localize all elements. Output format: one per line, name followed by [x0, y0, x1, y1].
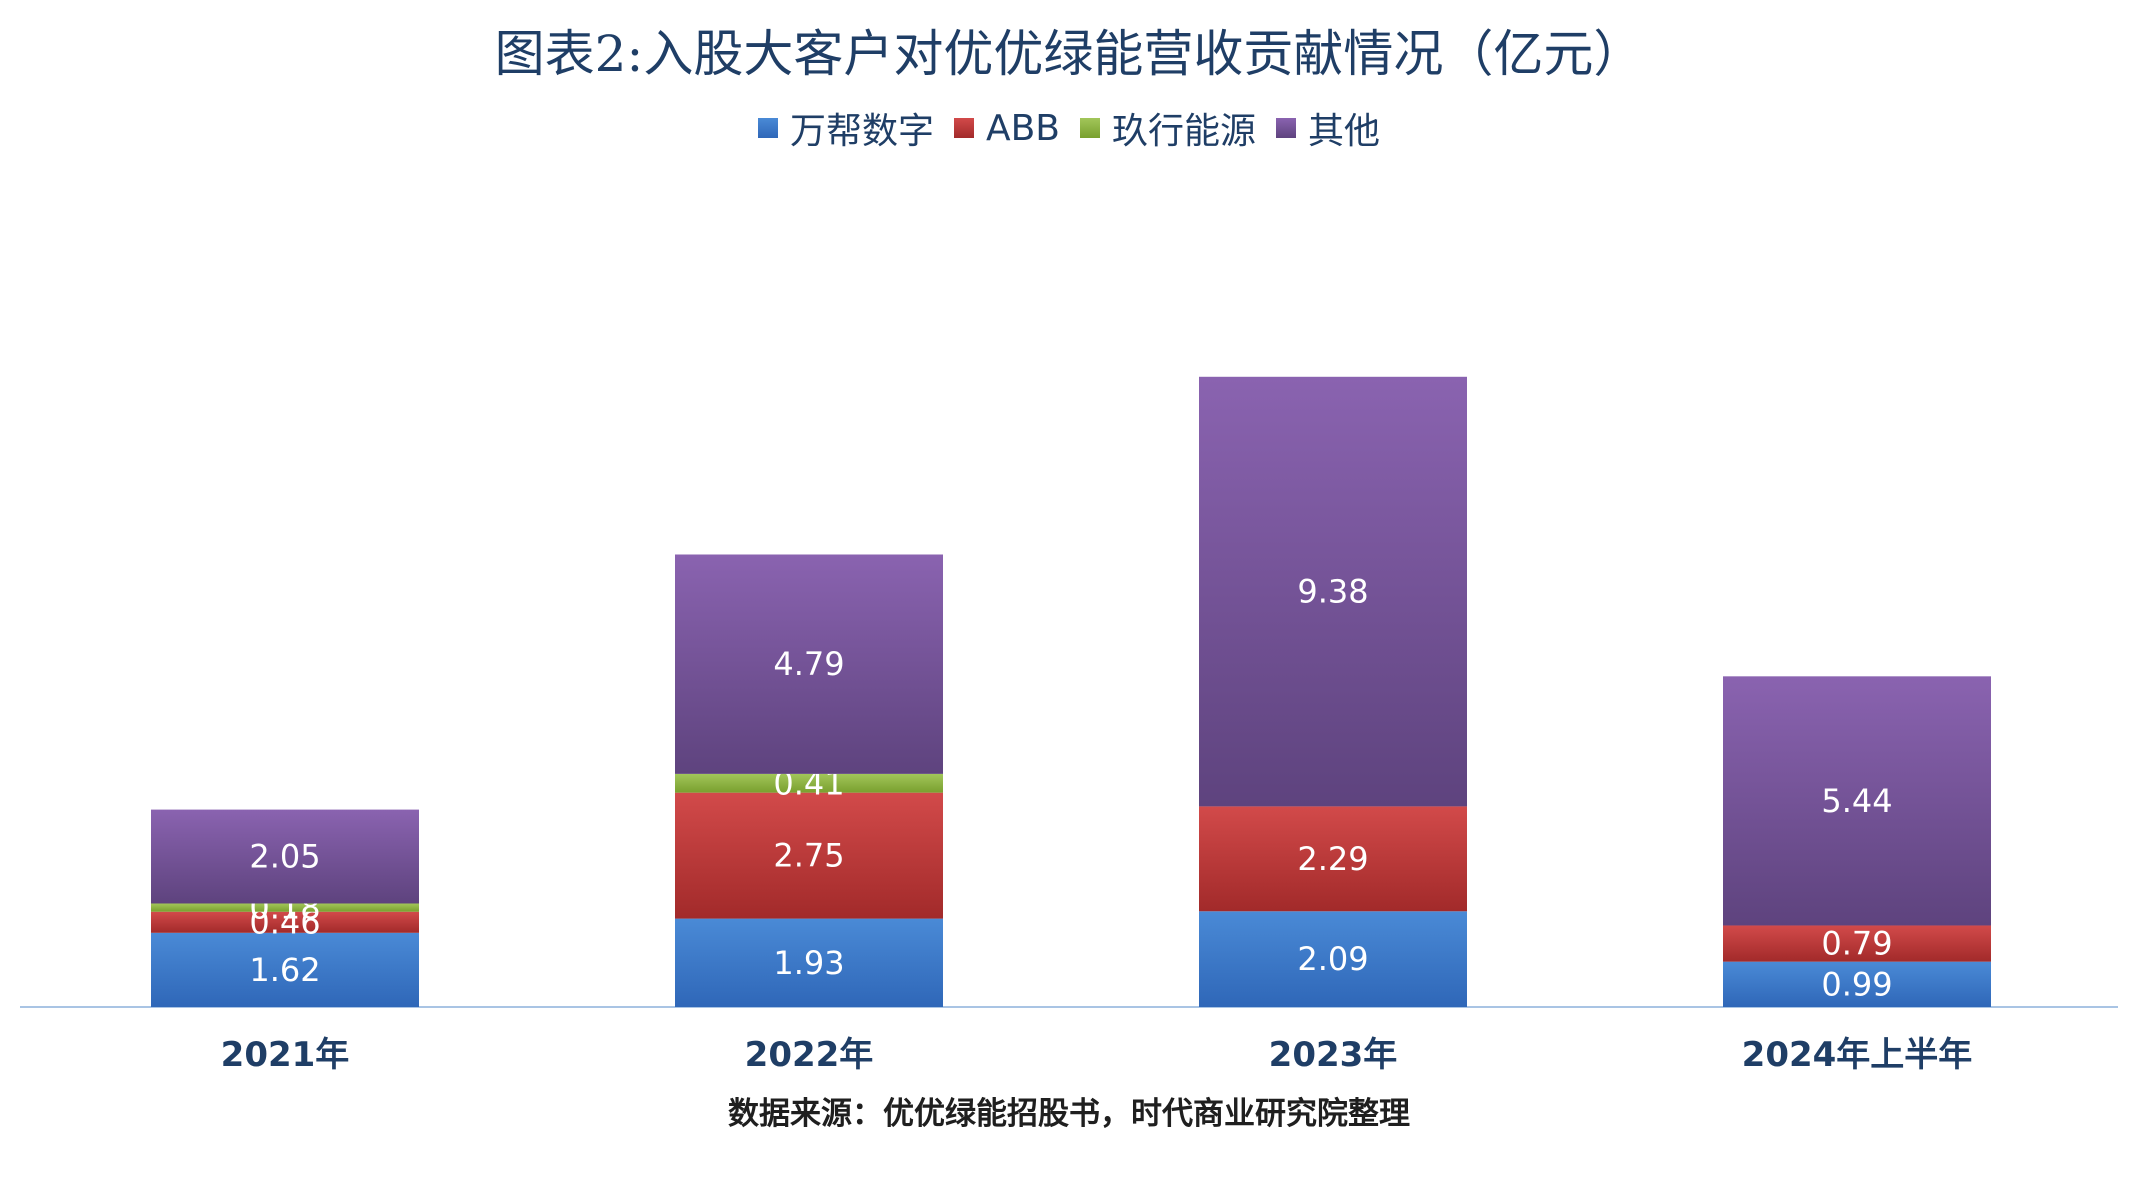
legend-label-jiuxing: 玖行能源: [1112, 111, 1257, 152]
data-label-wanbang-2: 2.09: [1297, 940, 1368, 978]
data-label-wanbang-0: 1.62: [249, 951, 320, 989]
bar-jiuxing-0: [151, 903, 419, 912]
bar-other-1: [675, 554, 943, 774]
legend-swatch-wanbang: [757, 118, 778, 138]
legend-item-wanbang: 万帮数字: [757, 102, 934, 154]
data-label-other-1: 4.79: [773, 645, 844, 683]
data-label-other-2: 9.38: [1297, 573, 1368, 611]
legend-label-wanbang: 万帮数字: [789, 111, 934, 152]
bar-wanbang-2: [1199, 911, 1467, 1007]
x-tick-label-1: 2022年: [745, 1035, 874, 1075]
bar-abb-3: [1723, 925, 1991, 962]
data-label-abb-1: 2.75: [773, 837, 844, 875]
x-tick-label-0: 2021年: [221, 1035, 350, 1075]
legend-item-abb: ABB: [953, 102, 1060, 154]
data-label-abb-3: 0.79: [1821, 925, 1892, 963]
x-tick-label-3: 2024年上半年: [1742, 1035, 1973, 1075]
bar-wanbang-1: [675, 918, 943, 1007]
bar-wanbang-0: [151, 932, 419, 1007]
data-label-abb-2: 2.29: [1297, 840, 1368, 878]
chart-title: 图表2:入股大客户对优优绿能营收贡献情况（亿元）: [494, 25, 1644, 83]
legend-swatch-other: [1276, 118, 1297, 138]
legend-item-jiuxing: 玖行能源: [1080, 102, 1256, 154]
bar-jiuxing-1: [675, 773, 943, 793]
bar-wanbang-3: [1723, 961, 1991, 1007]
data-label-wanbang-3: 0.99: [1821, 965, 1892, 1003]
data-label-other-0: 2.05: [249, 838, 320, 876]
bar-other-2: [1199, 376, 1467, 807]
source-note: 数据来源：优优绿能招股书，时代商业研究院整理: [728, 1096, 1410, 1132]
legend-swatch-abb: [953, 118, 974, 138]
legend-label-other: 其他: [1308, 111, 1381, 152]
bar-other-3: [1723, 676, 1991, 926]
legend: 万帮数字 ABB 玖行能源 其他: [0, 102, 2138, 154]
bar-abb-1: [675, 792, 943, 919]
legend-label-abb: ABB: [985, 107, 1060, 149]
bar-abb-0: [151, 911, 419, 933]
data-label-other-3: 5.44: [1821, 782, 1892, 820]
bar-abb-2: [1199, 806, 1467, 912]
legend-item-other: 其他: [1276, 102, 1380, 154]
legend-swatch-jiuxing: [1080, 118, 1100, 138]
data-label-wanbang-1: 1.93: [773, 944, 844, 982]
bar-other-0: [151, 809, 419, 904]
x-tick-label-2: 2023年: [1269, 1035, 1398, 1075]
